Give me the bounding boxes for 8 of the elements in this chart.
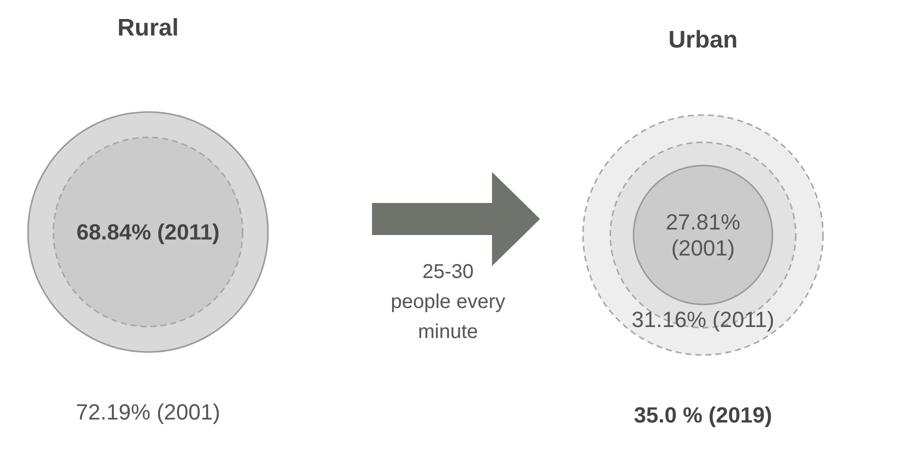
data-label: 72.19% (2001) (76, 400, 220, 424)
text: 25-30 people every minute (390, 261, 506, 343)
data-label: 35.0 % (2019) (634, 402, 772, 428)
data-label: 68.84% (2011) (76, 220, 220, 244)
category-label: Rural (117, 14, 179, 42)
data-label: 27.81% (2001) (666, 210, 740, 260)
data-label: 31.16% (2011) (632, 307, 774, 332)
category-label: Urban (668, 26, 738, 54)
